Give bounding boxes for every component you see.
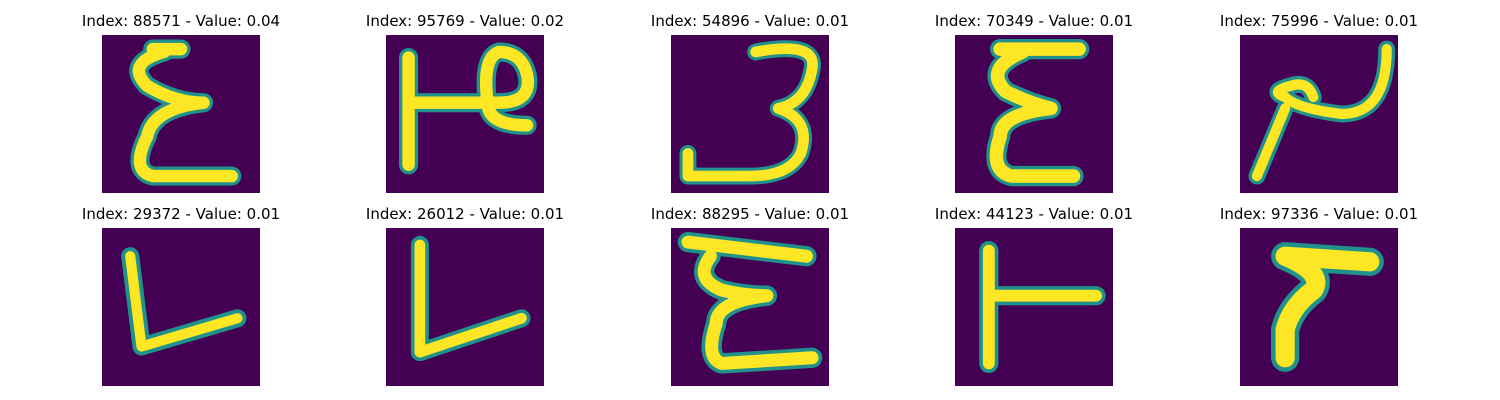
panel-title: Index: 26012 - Value: 0.01 — [365, 205, 565, 223]
panel-title: Index: 70349 - Value: 0.01 — [934, 12, 1134, 30]
panel-title: Index: 97336 - Value: 0.01 — [1219, 205, 1419, 223]
glyph-image-seven — [1240, 228, 1398, 386]
panel-2: Index: 95769 - Value: 0.02 — [355, 11, 575, 201]
glyph-image-t — [955, 228, 1113, 386]
glyph-image-l — [386, 228, 544, 386]
glyph-image-hook — [1240, 35, 1398, 193]
panel-3: Index: 54896 - Value: 0.01 — [640, 11, 860, 201]
panel-title: Index: 88295 - Value: 0.01 — [650, 205, 850, 223]
glyph-image-sigma — [671, 228, 829, 386]
glyph-image-p — [386, 35, 544, 193]
panel-1: Index: 88571 - Value: 0.04 — [71, 11, 291, 201]
panel-8: Index: 88295 - Value: 0.01 — [640, 204, 860, 394]
panel-6: Index: 29372 - Value: 0.01 — [71, 204, 291, 394]
glyph-image-sigma — [955, 35, 1113, 193]
panel-7: Index: 26012 - Value: 0.01 — [355, 204, 575, 394]
glyph-image-l — [102, 228, 260, 386]
panel-title: Index: 75996 - Value: 0.01 — [1219, 12, 1419, 30]
panel-title: Index: 29372 - Value: 0.01 — [81, 205, 281, 223]
panel-9: Index: 44123 - Value: 0.01 — [924, 204, 1144, 394]
glyph-image-3 — [671, 35, 829, 193]
panel-title: Index: 44123 - Value: 0.01 — [934, 205, 1134, 223]
panel-title: Index: 95769 - Value: 0.02 — [365, 12, 565, 30]
glyph-image-sigma — [102, 35, 260, 193]
panel-10: Index: 97336 - Value: 0.01 — [1209, 204, 1429, 394]
panel-title: Index: 54896 - Value: 0.01 — [650, 12, 850, 30]
panel-5: Index: 75996 - Value: 0.01 — [1209, 11, 1429, 201]
panel-title: Index: 88571 - Value: 0.04 — [81, 12, 281, 30]
panel-4: Index: 70349 - Value: 0.01 — [924, 11, 1144, 201]
